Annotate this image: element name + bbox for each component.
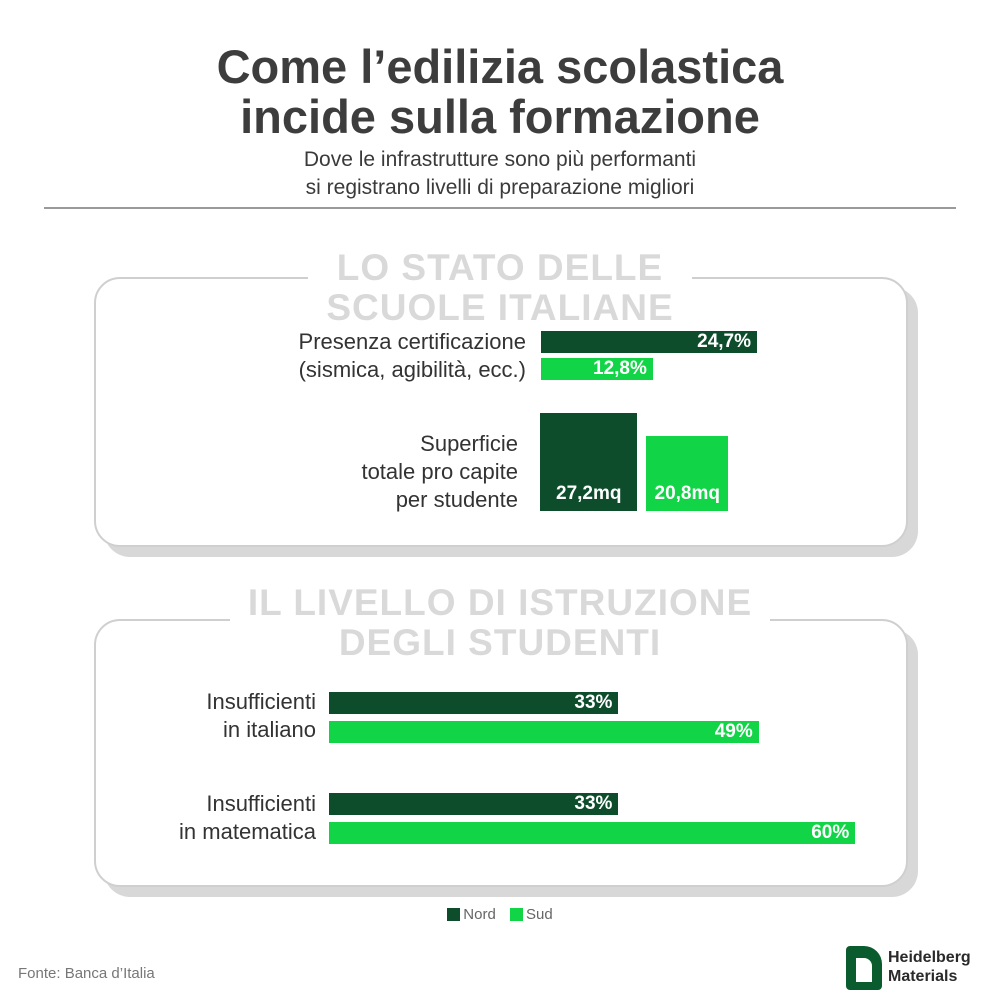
bar-math-sud [329,822,856,844]
label-certification-line-1: Presenza certificazione [298,329,526,354]
value-italian-sud: 49% [714,721,753,742]
logo-wordmark: Heidelberg Materials [888,948,971,986]
legend-swatch-sud [509,908,523,921]
legend: Nord Sud [0,906,1000,923]
label-surface: Superficie totale pro capite per student… [220,430,518,514]
subtitle-line-1: Dove le infrastrutture sono più performa… [303,148,697,171]
logo-line-2: Materials [888,968,958,985]
legend-item-sud: Sud [509,906,553,923]
label-math: Insufficienti in matematica [120,790,316,846]
legend-label-sud: Sud [525,906,553,923]
label-certification: Presenza certificazione (sismica, agibil… [180,328,526,384]
bar-certification-sud [541,358,653,380]
section-title-school-state: LO STATO DELLE SCUOLE ITALIANE [0,248,1000,328]
bar-italian-nord [329,692,619,714]
label-surface-line-3: per studente [395,487,518,512]
label-math-line-2: in matematica [179,819,316,844]
value-math-sud: 60% [811,822,850,843]
title-line-1: Come l’edilizia scolastica [216,40,784,93]
legend-label-nord: Nord [463,906,496,923]
bar-surface-nord [540,413,637,511]
page-subtitle: Dove le infrastrutture sono più performa… [0,146,1000,202]
title-line-2: incide sulla formazione [240,90,760,143]
bar-certification-nord [541,331,758,353]
logo-line-1: Heidelberg [888,949,971,966]
section-2-line-2: DEGLI STUDENTI [338,622,662,663]
bar-surface-sud [646,436,728,511]
value-certification-nord: 24,7% [697,331,751,352]
value-surface-sud: 20,8mq [654,483,720,504]
label-surface-line-2: totale pro capite [361,459,518,484]
label-certification-line-2: (sismica, agibilità, ecc.) [298,357,526,382]
value-italian-nord: 33% [574,692,613,713]
legend-item-nord: Nord [447,906,496,923]
value-surface-nord: 27,2mq [556,483,622,504]
bar-math-nord [329,793,619,815]
page-title: Come l’edilizia scolastica incide sulla … [0,42,1000,142]
legend-swatch-nord [447,908,461,921]
value-certification-sud: 12,8% [593,358,647,379]
source-note: Fonte: Banca d’Italia [18,965,155,982]
value-math-nord: 33% [574,793,613,814]
label-surface-line-1: Superficie [420,431,518,456]
subtitle-line-2: si registrano livelli di preparazione mi… [305,176,695,199]
header-divider [44,207,956,209]
section-1-line-2: SCUOLE ITALIANE [326,287,674,328]
label-italian-line-1: Insufficienti [206,689,316,714]
label-italian: Insufficienti in italiano [120,688,316,744]
bar-italian-sud [329,721,759,743]
section-1-line-1: LO STATO DELLE [336,247,664,288]
logo-icon [846,946,882,990]
label-italian-line-2: in italiano [223,717,316,742]
brand-logo: Heidelberg Materials [846,946,996,990]
section-title-education-level: IL LIVELLO DI ISTRUZIONE DEGLI STUDENTI [0,583,1000,663]
section-2-line-1: IL LIVELLO DI ISTRUZIONE [247,582,753,623]
label-math-line-1: Insufficienti [206,791,316,816]
